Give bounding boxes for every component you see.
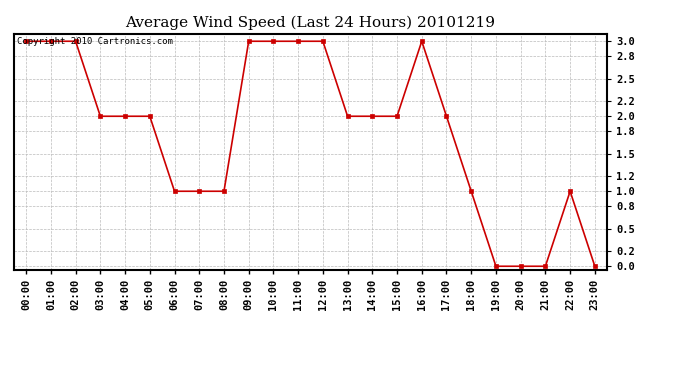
Text: Copyright 2010 Cartronics.com: Copyright 2010 Cartronics.com: [17, 37, 172, 46]
Title: Average Wind Speed (Last 24 Hours) 20101219: Average Wind Speed (Last 24 Hours) 20101…: [126, 15, 495, 30]
